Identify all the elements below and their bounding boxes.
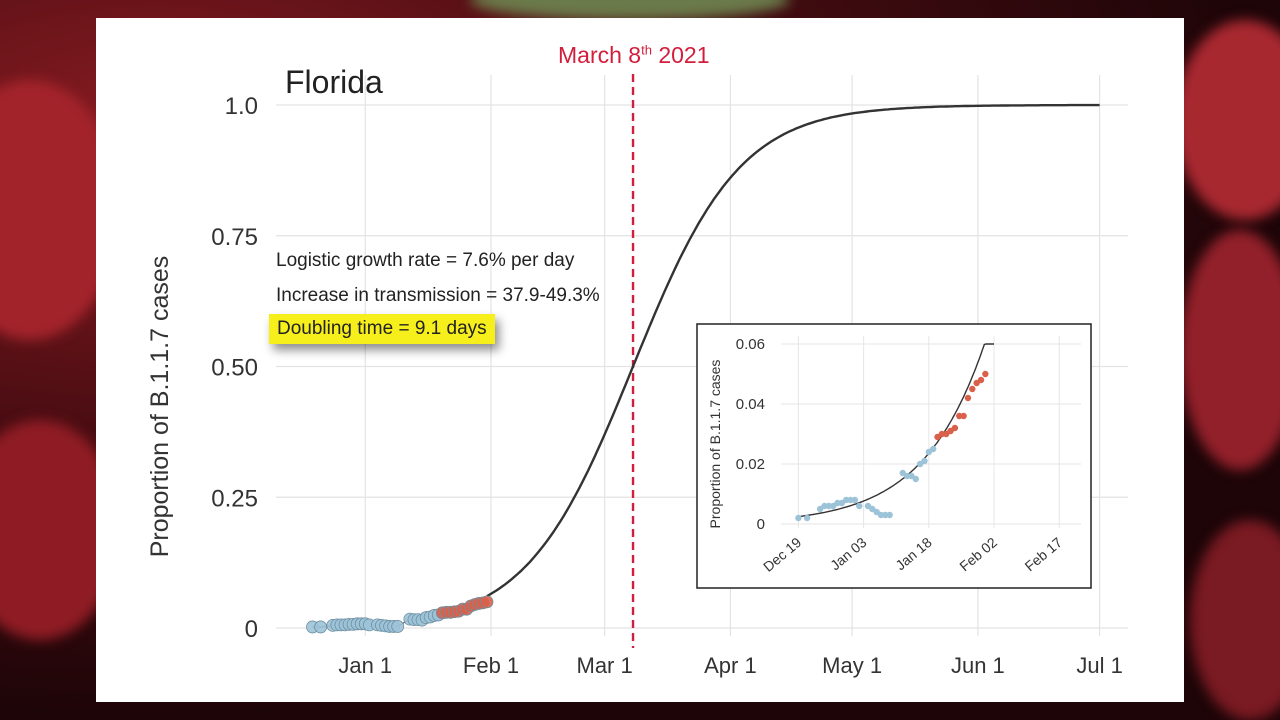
inset-data-point [982, 370, 989, 378]
inset-y-axis-label: Proportion of B.1.1.7 cases [707, 360, 723, 529]
inset-data-point [856, 502, 863, 510]
inset-data-point [803, 514, 811, 522]
inset-data-point [795, 514, 802, 522]
chart-card: 0 0.25 0.50 0.75 1.0 Jan 1 Feb 1 Mar 1 Apr 1 May … [96, 18, 1184, 702]
transmission-note: Increase in transmission = 37.9-49.3% [276, 285, 600, 306]
chart-title: Florida [285, 64, 383, 100]
background-blob [1175, 20, 1280, 220]
inset-data-point [886, 511, 893, 519]
main-x-tick-label: Jun 1 [951, 653, 1005, 678]
inset-data-point [929, 445, 937, 453]
main-data-point [391, 620, 405, 633]
main-x-tick-label: Jan 1 [338, 653, 392, 678]
inset-data-point [851, 496, 859, 504]
inset-data-point [969, 385, 976, 393]
background-blob [1190, 520, 1280, 720]
inset-data-point [977, 376, 985, 384]
inset-y-tick-label: 0.06 [736, 336, 765, 353]
main-data-point [314, 620, 328, 634]
growth-rate-note: Logistic growth rate = 7.6% per day [276, 250, 575, 271]
background-blob [470, 0, 790, 20]
chart-svg: 0 0.25 0.50 0.75 1.0 Jan 1 Feb 1 Mar 1 Apr 1 May … [146, 74, 1128, 678]
main-x-tick-label: Feb 1 [463, 653, 519, 678]
background-blob [1180, 230, 1280, 470]
main-x-tick-label: Apr 1 [704, 653, 757, 678]
main-x-tick-label: Jul 1 [1076, 653, 1122, 678]
logistic-fit-curve [486, 103, 1100, 598]
main-data-points [306, 595, 494, 634]
inset-data-point [960, 412, 967, 420]
main-y-tick-label: 0.50 [211, 355, 258, 382]
doubling-time-note: Doubling time = 9.1 days [269, 314, 495, 344]
inset-data-point [964, 394, 972, 402]
inset-y-tick-label: 0 [757, 516, 765, 533]
inset-data-points [795, 370, 989, 522]
main-y-tick-label: 1.0 [225, 93, 258, 120]
inset-grid [781, 336, 1081, 528]
main-data-point [480, 595, 494, 609]
main-y-tick-label: 0 [245, 616, 258, 643]
date-annotation: March 8th 2021 [558, 42, 710, 68]
inset-y-tick-label: 0.04 [736, 396, 765, 413]
main-x-tick-label: Mar 1 [577, 653, 633, 678]
main-y-tick-label: 0.25 [211, 485, 258, 512]
y-axis-label: Proportion of B.1.1.7 cases [146, 256, 174, 558]
inset-data-point [951, 424, 959, 432]
main-x-tick-label: May 1 [822, 653, 882, 678]
inset-frame [696, 323, 1092, 589]
inset-fit-curve [798, 343, 994, 518]
main-tick-labels: 0 0.25 0.50 0.75 1.0 Jan 1 Feb 1 Mar 1 Apr 1 May … [211, 93, 1123, 678]
inset-data-point [912, 475, 919, 483]
main-y-tick-label: 0.75 [211, 224, 258, 251]
inset-data-point [921, 457, 928, 465]
inset-y-tick-label: 0.02 [736, 456, 765, 473]
